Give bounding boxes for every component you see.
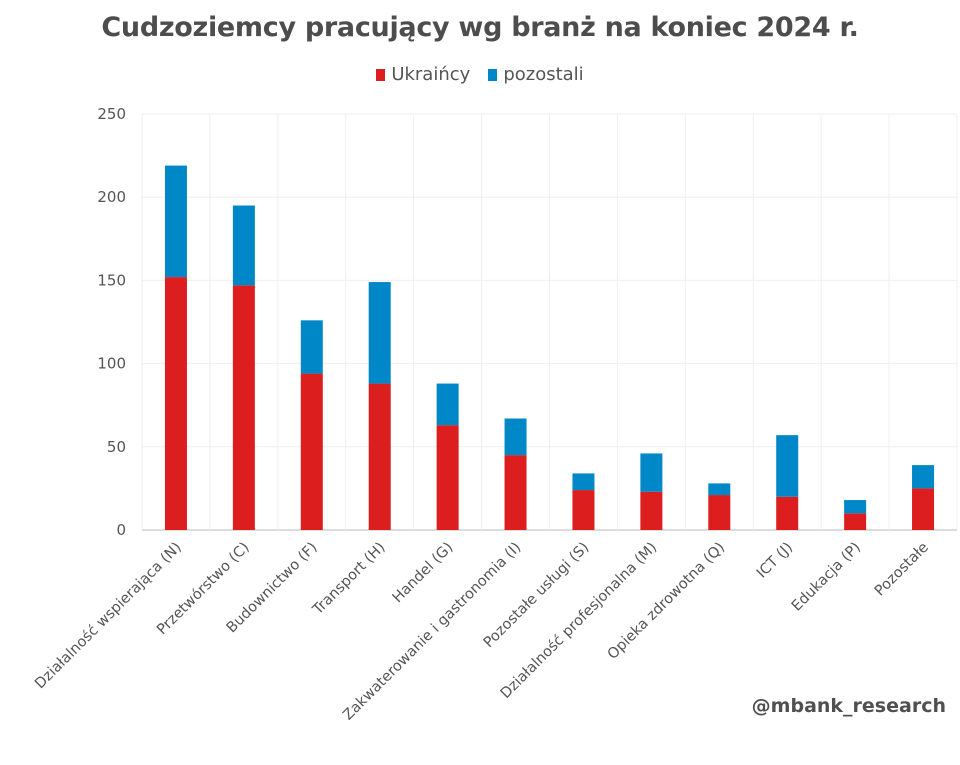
- y-tick-label: 150: [97, 271, 126, 289]
- bar-ukraincy: [708, 495, 731, 530]
- bar-ukraincy: [436, 425, 459, 530]
- bar-pozostali: [572, 473, 595, 491]
- x-tick-label: Działalność wspierająca (N): [32, 540, 185, 693]
- bar-pozostali: [844, 500, 867, 514]
- legend-item-pozostali: pozostali: [488, 64, 584, 85]
- bar-ukraincy: [232, 285, 255, 530]
- x-tick-label: Opieka zdrowotna (Q): [605, 540, 728, 663]
- y-tick-label: 250: [97, 105, 126, 123]
- legend-label-ukraincy: Ukraińcy: [391, 64, 471, 85]
- legend-item-ukraincy: Ukraińcy: [376, 64, 470, 85]
- bar-pozostali: [776, 435, 799, 497]
- bar-ukraincy: [368, 383, 391, 530]
- bar-ukraincy: [912, 488, 935, 530]
- y-axis: 0 50 100 150 200 250: [97, 105, 126, 539]
- y-tick-label: 100: [97, 355, 126, 373]
- x-tick-label: Transport (H): [309, 540, 388, 619]
- bar-ukraincy: [504, 455, 527, 530]
- bar-ukraincy: [640, 491, 663, 530]
- bar-pozostali: [436, 383, 459, 426]
- bar-pozostali: [708, 483, 731, 496]
- y-tick-label: 50: [107, 438, 126, 456]
- bar-pozostali: [300, 320, 323, 374]
- bar-ukraincy: [776, 496, 799, 530]
- bars: [164, 165, 935, 530]
- legend-swatch-pozostali: [488, 68, 498, 81]
- bar-pozostali: [232, 205, 255, 286]
- chart-title: Cudzoziemcy pracujący wg branż na koniec…: [101, 12, 859, 43]
- watermark: @mbank_research: [751, 695, 946, 717]
- bar-pozostali: [164, 165, 187, 278]
- bar-ukraincy: [300, 373, 323, 530]
- x-tick-label: ICT (J): [754, 540, 796, 582]
- x-tick-label: Edukacja (P): [789, 540, 864, 615]
- legend-swatch-ukraincy: [376, 68, 386, 81]
- bar-pozostali: [912, 465, 935, 489]
- legend-label-pozostali: pozostali: [503, 64, 584, 85]
- y-tick-label: 200: [97, 188, 126, 206]
- bar-ukraincy: [844, 513, 867, 530]
- bar-ukraincy: [164, 277, 187, 530]
- bar-pozostali: [640, 453, 663, 492]
- x-tick-label: Handel (G): [390, 540, 457, 607]
- bar-pozostali: [368, 282, 391, 384]
- bar-ukraincy: [572, 490, 595, 530]
- grid: [141, 113, 958, 531]
- x-tick-label: Pozostałe: [872, 539, 932, 599]
- y-tick-label: 0: [116, 521, 126, 539]
- bar-pozostali: [504, 418, 527, 456]
- legend: Ukraińcy pozostali: [0, 64, 960, 85]
